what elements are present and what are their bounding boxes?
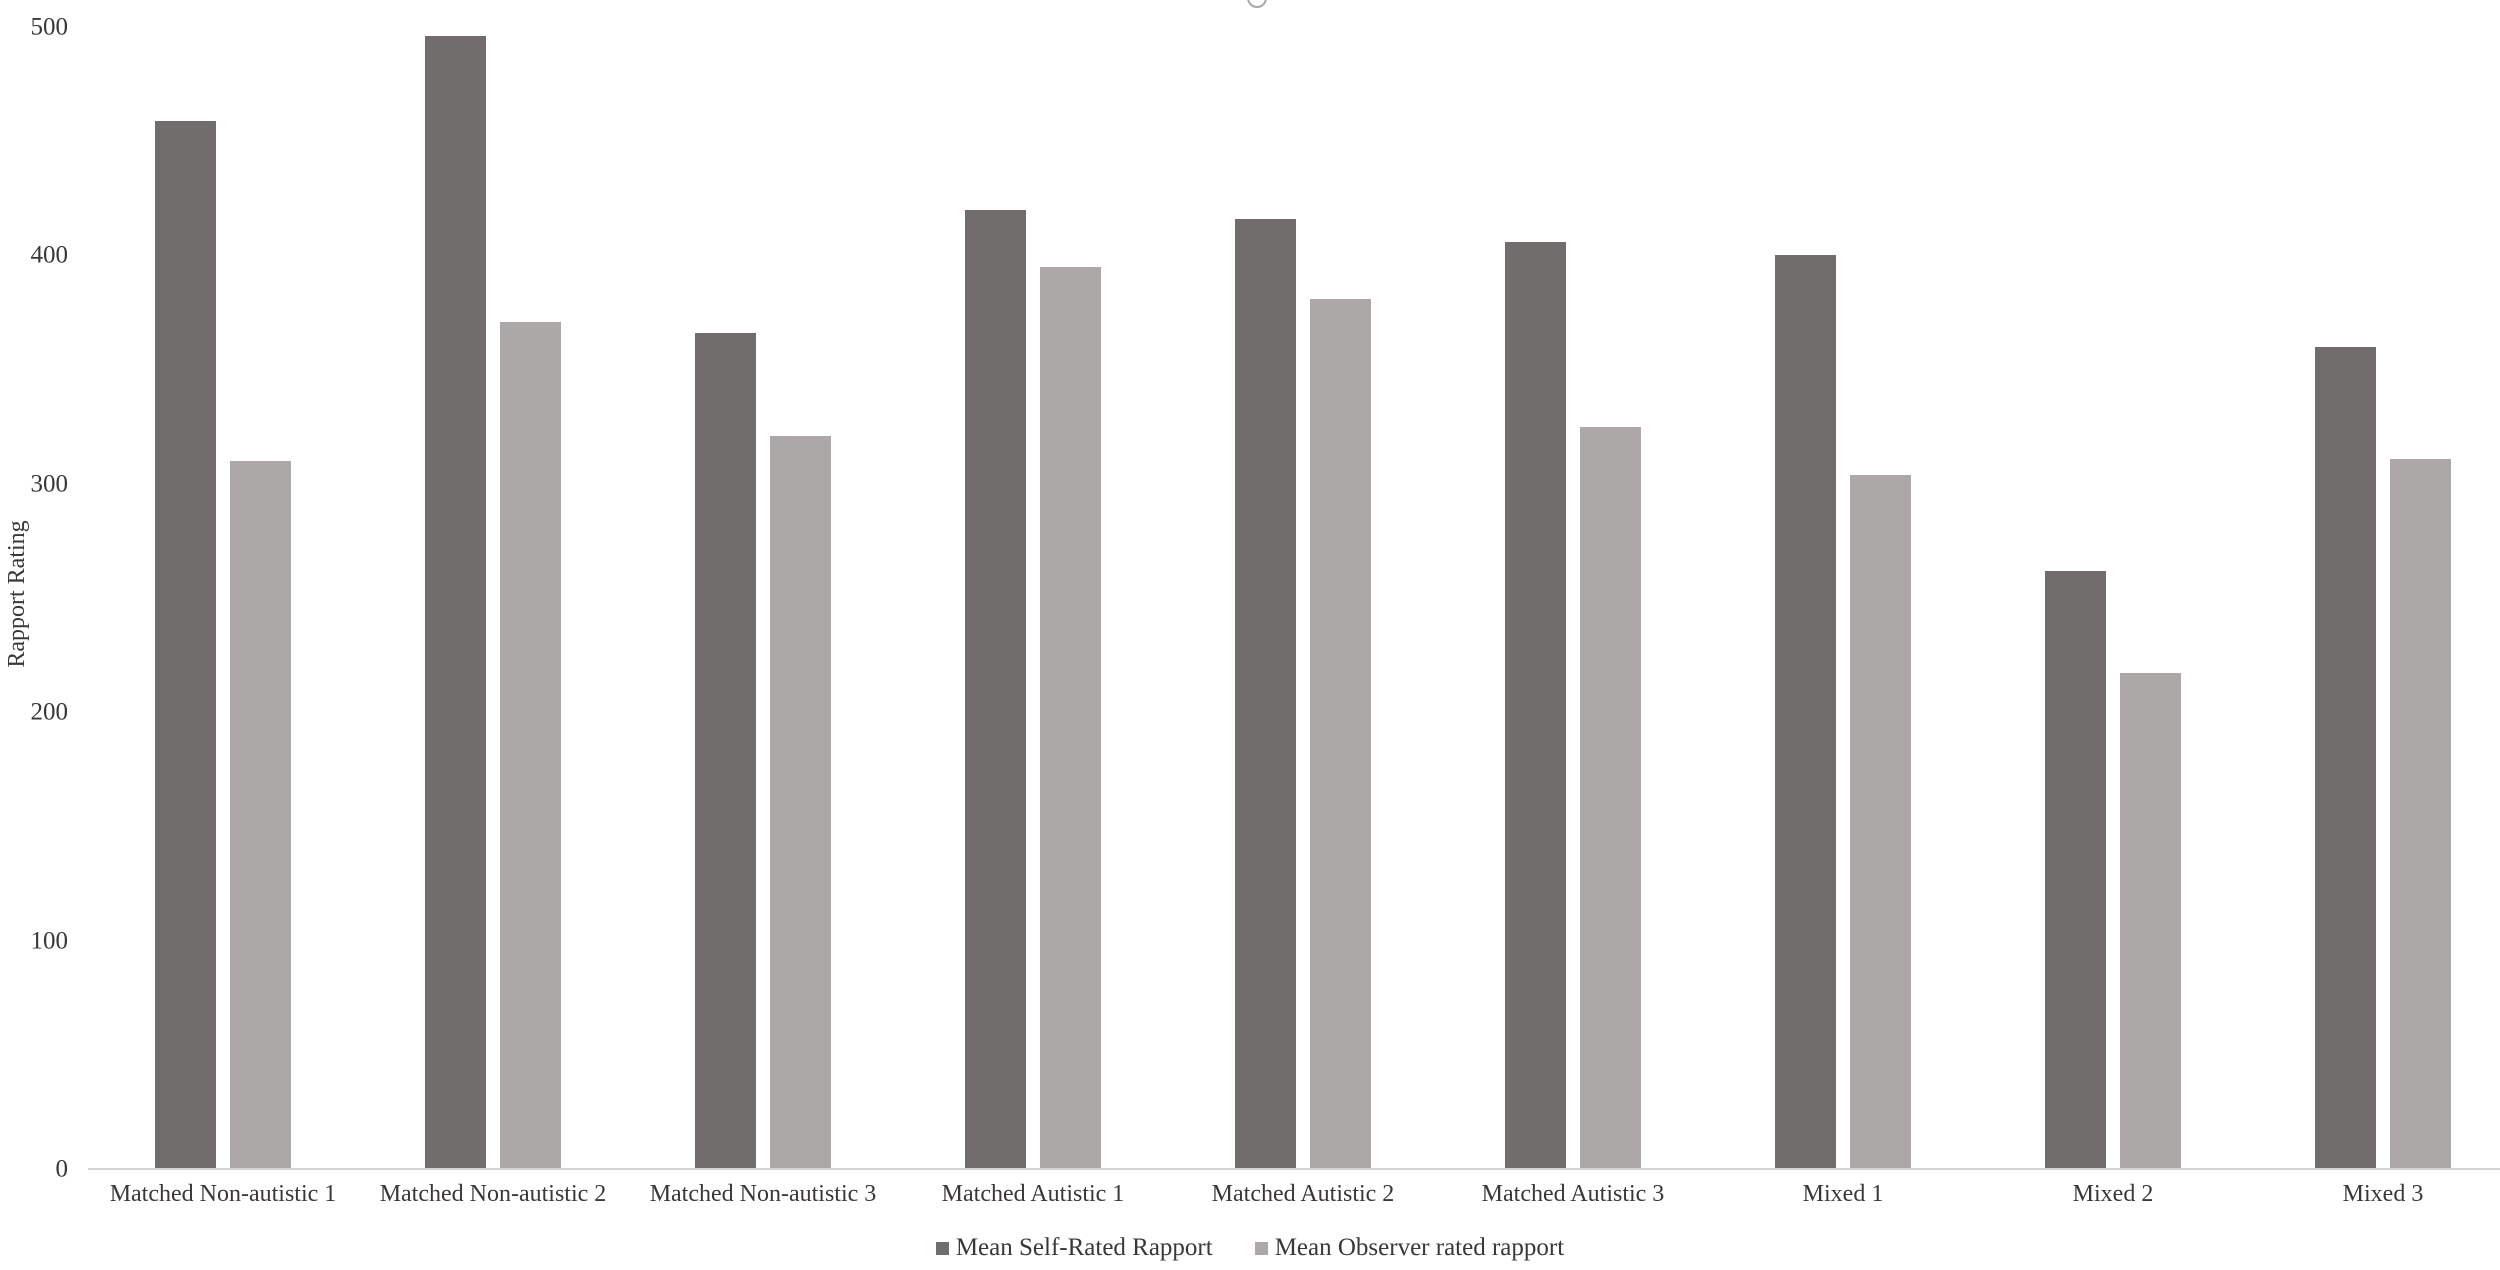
x-axis-line <box>88 1168 2500 1170</box>
bar[interactable] <box>1505 241 1566 1169</box>
y-tick-label: 400 <box>30 241 69 269</box>
legend-item[interactable]: Mean Self-Rated Rapport <box>935 1234 1213 1262</box>
y-tick-label: 200 <box>30 698 69 726</box>
legend-label: Mean Observer rated rapport <box>1274 1234 1565 1261</box>
bar-group <box>1978 27 2248 1169</box>
y-axis-ticks: 0 100 200 300 400 500 <box>0 0 69 1270</box>
bar-group <box>2248 27 2500 1169</box>
bar[interactable] <box>1040 266 1101 1169</box>
legend: Mean Self-Rated Rapport Mean Observer rat… <box>0 1234 2500 1262</box>
bar[interactable] <box>2120 673 2181 1169</box>
y-tick-label: 100 <box>30 927 69 955</box>
x-axis-label: Matched Autistic 3 <box>1481 1181 1665 1207</box>
y-tick-label: 0 <box>55 1155 69 1183</box>
bar[interactable] <box>1580 426 1641 1169</box>
x-axis-label: Matched Non-autistic 3 <box>649 1181 877 1207</box>
bar[interactable] <box>965 209 1026 1169</box>
bar[interactable] <box>2390 458 2451 1169</box>
bar[interactable] <box>500 321 561 1169</box>
x-axis-label: Matched Autistic 2 <box>1211 1181 1395 1207</box>
bar[interactable] <box>695 333 756 1169</box>
legend-label: Mean Self-Rated Rapport <box>955 1234 1213 1261</box>
bar-group <box>88 27 358 1169</box>
bar[interactable] <box>770 435 831 1169</box>
bar[interactable] <box>1310 298 1371 1169</box>
x-axis-label: Matched Autistic 1 <box>941 1181 1125 1207</box>
bar[interactable] <box>2045 570 2106 1169</box>
x-axis-label: Matched Non-autistic 1 <box>109 1181 337 1207</box>
bar-group <box>358 27 628 1169</box>
y-tick-label: 500 <box>30 13 69 41</box>
x-axis-label: Mixed 1 <box>1802 1181 1884 1207</box>
bar-group <box>628 27 898 1169</box>
bar[interactable] <box>230 460 291 1169</box>
plot-area <box>88 0 2500 1270</box>
y-tick-label: 300 <box>30 470 69 498</box>
legend-item[interactable]: Mean Observer rated rapport <box>1254 1234 1565 1262</box>
bar-group <box>1168 27 1438 1169</box>
bar-group <box>1708 27 1978 1169</box>
x-axis-label: Mixed 2 <box>2072 1181 2154 1207</box>
bar-group <box>1438 27 1708 1169</box>
bar[interactable] <box>2315 346 2376 1169</box>
x-axis-label: Matched Non-autistic 2 <box>379 1181 607 1207</box>
bar[interactable] <box>1235 218 1296 1169</box>
bar[interactable] <box>1775 255 1836 1169</box>
x-axis-label: Mixed 3 <box>2342 1181 2424 1207</box>
bar[interactable] <box>425 36 486 1169</box>
legend-swatch-icon <box>935 1241 949 1255</box>
bar-group <box>898 27 1168 1169</box>
bar[interactable] <box>1850 474 1911 1169</box>
bar[interactable] <box>155 120 216 1169</box>
legend-swatch-icon <box>1254 1241 1268 1255</box>
